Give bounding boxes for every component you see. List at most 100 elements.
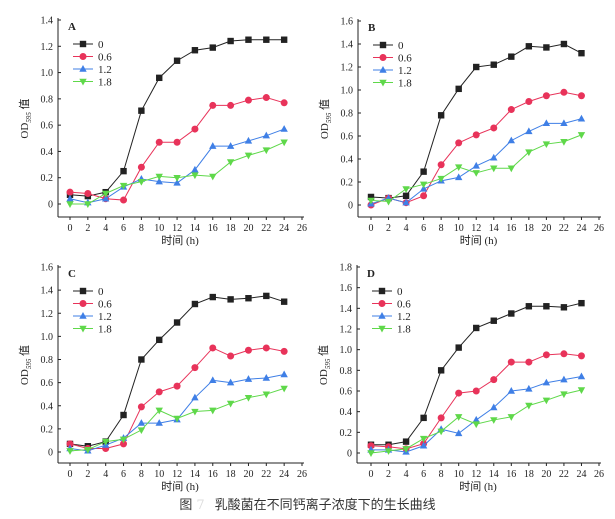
data-point	[138, 356, 145, 363]
data-point	[560, 375, 568, 383]
x-tick-label: 12	[172, 223, 182, 234]
legend-marker	[379, 66, 387, 73]
data-point	[367, 450, 375, 457]
data-point	[472, 415, 480, 423]
y-label-main: OD	[19, 369, 31, 385]
data-point	[280, 347, 288, 355]
data-point	[437, 161, 445, 169]
x-tick-label: 8	[139, 223, 144, 234]
x-tick-label: 0	[369, 469, 374, 480]
data-point	[156, 74, 163, 82]
x-tick-label: 8	[439, 223, 444, 234]
data-point	[66, 188, 74, 196]
data-point	[191, 300, 199, 308]
data-point	[209, 142, 217, 149]
legend-marker	[378, 312, 386, 319]
legend-marker	[79, 65, 87, 72]
y-label-sub: 595	[324, 358, 332, 369]
y-tick-label: 0.2	[41, 173, 54, 184]
data-point	[578, 50, 585, 57]
y-tick-label: 1.0	[341, 86, 354, 97]
y-label-suffix: 值	[18, 345, 31, 359]
legend-marker	[379, 79, 387, 87]
y-tick-label: 1.2	[41, 42, 54, 53]
x-tick-label: 6	[421, 469, 426, 480]
data-point	[525, 127, 533, 135]
x-tick-label: 6	[421, 223, 426, 234]
data-point	[209, 407, 217, 415]
legend-label: 0.6	[397, 299, 411, 311]
data-point	[402, 186, 410, 193]
data-point	[437, 112, 445, 119]
data-point	[472, 170, 480, 177]
data-point	[191, 172, 199, 180]
data-point	[560, 119, 568, 127]
series-line-0.6	[69, 347, 285, 450]
growth-curve-figure: 00.20.40.60.81.01.21.40 2 4 6 8 10 12 14 16 18 20 2…	[18, 16, 604, 494]
x-tick-label: 26	[594, 469, 604, 480]
x-tick-label: 4	[103, 469, 108, 480]
data-point	[507, 106, 515, 114]
data-point	[120, 440, 128, 448]
data-point	[525, 303, 533, 310]
data-point	[437, 367, 445, 374]
x-tick-label: 24	[279, 223, 289, 234]
chart-panel-a: 00.20.40.60.81.01.21.40 2 4 6 8 10 12 14 16 18 20 2…	[18, 16, 307, 248]
data-point	[280, 125, 288, 132]
data-point	[191, 125, 199, 133]
data-point	[226, 378, 235, 386]
legend-label: 0	[398, 40, 404, 52]
data-point	[507, 387, 516, 394]
figure-caption: 图 7 乳酸菌在不同钙离子浓度下的生长曲线	[0, 494, 615, 513]
data-point	[155, 177, 163, 185]
data-point	[263, 36, 270, 43]
data-point	[525, 98, 533, 105]
legend-label: 0.6	[398, 53, 412, 65]
legend-marker	[379, 41, 387, 49]
data-point	[419, 435, 428, 443]
y-tick-label: 0.6	[41, 121, 54, 132]
legend-marker	[378, 325, 386, 333]
data-point	[560, 304, 568, 311]
data-point	[120, 411, 127, 419]
y-label-main: OD	[19, 123, 31, 139]
x-tick-label: 2	[386, 223, 391, 234]
y-tick-label: 1.2	[340, 325, 353, 336]
data-point	[173, 175, 181, 182]
data-point	[173, 138, 181, 146]
data-point	[263, 292, 270, 300]
x-tick-label: 0	[369, 223, 374, 234]
y-tick-label: 0.2	[341, 178, 354, 189]
data-point	[262, 131, 271, 139]
data-point	[245, 295, 252, 302]
data-point	[209, 44, 216, 51]
data-point	[155, 173, 163, 181]
data-point	[454, 173, 463, 181]
data-point	[507, 414, 516, 421]
panel-label: A	[68, 21, 76, 33]
y-tick-label: 1.4	[341, 40, 354, 51]
y-label-main: OD	[318, 369, 330, 385]
data-point	[560, 391, 568, 399]
data-point	[84, 189, 92, 197]
data-point	[137, 163, 145, 171]
data-point	[577, 372, 586, 380]
data-point	[84, 201, 92, 208]
data-point	[119, 436, 128, 444]
data-point	[508, 310, 515, 317]
data-point	[191, 408, 199, 416]
data-point	[120, 167, 127, 175]
data-point	[560, 139, 568, 146]
legend-marker	[379, 54, 387, 61]
data-point	[490, 153, 498, 161]
data-point	[402, 446, 410, 453]
x-tick-label: 16	[208, 223, 218, 234]
data-point	[66, 194, 74, 202]
legend-marker	[79, 287, 87, 295]
data-point	[244, 136, 253, 144]
legend-label: 0	[98, 39, 104, 51]
data-point	[454, 429, 463, 437]
data-point	[490, 376, 498, 384]
data-point	[455, 344, 462, 351]
x-tick-label: 10	[454, 469, 464, 480]
